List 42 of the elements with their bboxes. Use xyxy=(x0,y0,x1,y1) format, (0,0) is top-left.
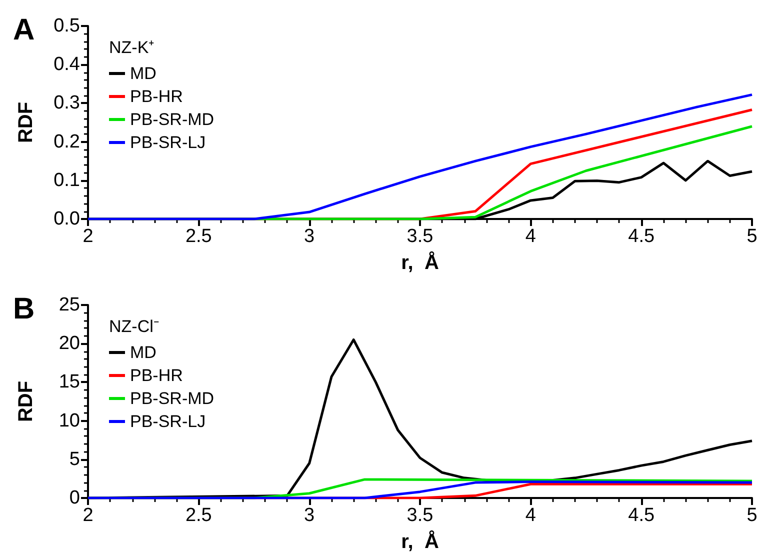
y-tick-label: 0.3 xyxy=(54,92,80,114)
legend-title: NZ-K⁺ xyxy=(109,38,155,57)
x-tick-label: 2 xyxy=(82,226,94,247)
legend-title: NZ-Cl⁻ xyxy=(109,317,160,336)
x-tick-label: 5 xyxy=(746,226,758,247)
y-tick-label: 0 xyxy=(69,488,80,508)
legend-label: PB-SR-LJ xyxy=(130,133,206,152)
y-tick-label: 0.0 xyxy=(54,208,80,230)
x-tick-label: 3.5 xyxy=(406,505,434,526)
x-tick-label: 2 xyxy=(82,505,94,526)
legend-label: PB-SR-LJ xyxy=(130,412,206,431)
y-tick-label: 20 xyxy=(58,333,80,354)
y-tick-label: 10 xyxy=(58,410,80,432)
x-tick-label: 2.5 xyxy=(185,505,212,526)
y-tick-label: 0.2 xyxy=(54,131,80,152)
y-tick-label: 25 xyxy=(58,294,80,316)
y-axis-title: RDF xyxy=(15,102,37,144)
legend-label: PB-HR xyxy=(130,366,183,385)
legend-label: MD xyxy=(130,64,156,83)
x-axis-title: r, Å xyxy=(401,251,439,274)
x-tick-label: 3 xyxy=(304,226,315,247)
legend-label: PB-SR-MD xyxy=(130,110,214,129)
legend-label: PB-HR xyxy=(130,87,183,106)
x-axis-title: r, Å xyxy=(401,530,439,553)
y-tick-label: 15 xyxy=(58,372,80,393)
x-tick-label: 4 xyxy=(525,226,536,247)
legend-label: PB-SR-MD xyxy=(130,389,214,408)
y-tick-label: 5 xyxy=(69,448,80,470)
x-tick-label: 4.5 xyxy=(628,505,655,526)
legend-label: MD xyxy=(130,343,156,362)
x-tick-label: 4.5 xyxy=(628,226,655,247)
x-tick-label: 4 xyxy=(525,505,536,526)
y-tick-label: 0.1 xyxy=(54,170,80,191)
x-tick-label: 3 xyxy=(304,505,315,526)
y-tick-label: 0.5 xyxy=(54,16,80,36)
chart-title: B xyxy=(13,292,35,326)
y-axis-title: RDF xyxy=(15,380,37,422)
y-tick-label: 0.4 xyxy=(54,54,80,76)
x-tick-label: 2.5 xyxy=(185,226,212,247)
x-tick-label: 5 xyxy=(746,505,758,526)
chart-title: A xyxy=(13,14,35,46)
x-tick-label: 3.5 xyxy=(406,226,434,247)
